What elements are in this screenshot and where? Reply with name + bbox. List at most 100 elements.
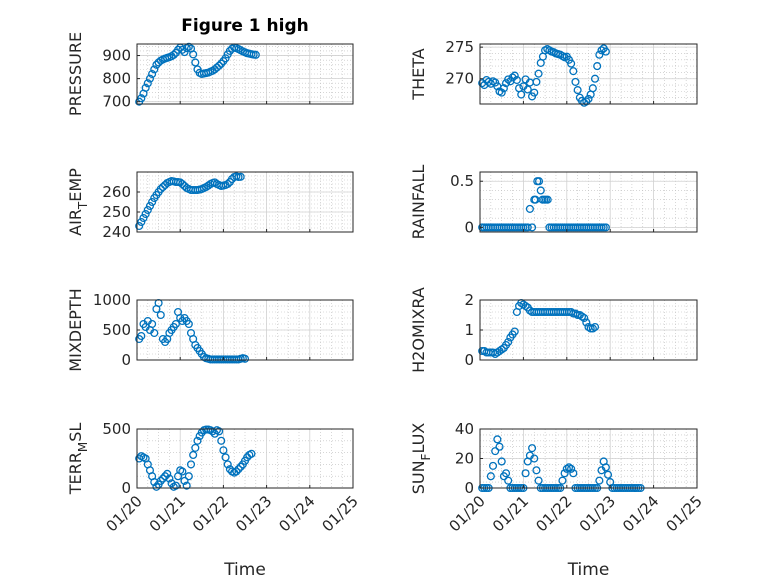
subplot-8: 0 20 40 01/20 01/21 01/22 01/23 01/24 01/25 Time S… [409, 420, 706, 580]
y-tick-label: 900 [102, 47, 131, 65]
data-point [139, 213, 148, 223]
data-point [210, 178, 219, 187]
data-point [510, 71, 519, 80]
figure-title: Figure 1 high [181, 16, 309, 36]
y-axis-label-main: TERR [66, 452, 85, 495]
data-point [184, 42, 193, 51]
y-tick-label: 1 [464, 321, 474, 339]
data-point [573, 86, 582, 95]
data-point [178, 179, 187, 189]
data-point [180, 48, 189, 57]
data-point [251, 50, 260, 59]
y-tick-label: 800 [102, 70, 131, 88]
y-tick-label: 240 [102, 223, 131, 241]
data-point [182, 481, 191, 490]
y-tick-label: 1000 [93, 291, 131, 309]
data-point [152, 482, 161, 491]
data-point [143, 79, 152, 88]
data-point [603, 470, 613, 479]
y-axis-label: TERRMSL [66, 423, 90, 496]
data-point [534, 177, 544, 186]
data-point [165, 474, 174, 483]
axes-box [136, 171, 354, 233]
y-tick-label: 700 [102, 93, 131, 111]
y-axis-label-subscript: T [76, 201, 90, 210]
data-point [148, 319, 157, 329]
data-point [156, 184, 165, 194]
data-point [486, 472, 495, 481]
y-axis-label-tail: LUX [409, 423, 428, 454]
y-tick-label: 500 [102, 420, 131, 438]
x-tick-label: 01/20 [446, 492, 489, 535]
data-point [189, 50, 198, 59]
data-point [141, 83, 150, 92]
data-point [232, 467, 241, 476]
data-point [536, 186, 545, 195]
y-axis-label: H2OMIXRA [409, 287, 428, 373]
data-point [223, 179, 232, 189]
data-point [240, 354, 250, 363]
data-point [525, 204, 534, 213]
data-point [588, 84, 597, 93]
data-point [236, 462, 245, 471]
data-point [234, 465, 243, 474]
data-point [558, 476, 567, 485]
y-tick-label: 20 [455, 450, 474, 468]
data-point [186, 460, 196, 469]
y-axis-label: PRESSURE [66, 32, 85, 116]
data-point [590, 74, 600, 83]
data-point [150, 328, 159, 338]
data-point [521, 301, 530, 311]
data-point [145, 201, 155, 211]
data-point [523, 85, 532, 94]
data-point [595, 476, 604, 485]
data-point [491, 447, 500, 456]
data-point [163, 469, 172, 478]
y-tick-label: 270 [445, 70, 474, 88]
y-axis-label-main: MIXDEPTH [66, 288, 85, 371]
y-axis-label-main: RAINFALL [409, 165, 428, 240]
data-point [215, 61, 224, 70]
data-point [148, 69, 157, 79]
subplot-3: 240 250 260 AIRTEMP [66, 168, 354, 241]
data-point [597, 46, 606, 55]
data-point [217, 436, 226, 445]
data-point [530, 454, 539, 463]
data-point [528, 223, 537, 232]
subplot-4: 0 0.5 RAINFALL [409, 165, 698, 240]
data-point [221, 54, 230, 63]
axes-box [479, 171, 698, 233]
data-point [156, 476, 165, 485]
data-point [567, 59, 576, 68]
y-tick-label: 0 [121, 351, 131, 369]
data-point [601, 47, 610, 56]
data-point [532, 77, 541, 86]
axes-background [137, 429, 353, 488]
data-point [571, 77, 580, 86]
data-point [215, 427, 224, 436]
data-point [510, 327, 519, 336]
data-point [528, 444, 537, 453]
data-point [143, 205, 152, 215]
x-tick-label: 01/23 [576, 492, 619, 535]
data-point [488, 461, 498, 470]
y-axis-label: AIRTEMP [66, 168, 90, 236]
y-tick-label: 0 [464, 218, 474, 236]
data-point [221, 453, 230, 462]
data-point [145, 74, 155, 83]
data-point [588, 324, 597, 333]
data-point [521, 469, 530, 478]
data-point [495, 442, 504, 451]
data-point [169, 50, 178, 59]
data-point [560, 469, 569, 478]
data-point [512, 75, 521, 85]
data-point [571, 309, 580, 318]
x-tick-label: 01/24 [275, 492, 318, 535]
y-axis-label: THETA [409, 48, 428, 100]
axes-box [136, 43, 354, 105]
data-point [593, 62, 602, 71]
subplot-2: 270 275 THETA [409, 38, 698, 107]
y-axis-label-tail: EMP [66, 168, 85, 202]
data-point [497, 345, 506, 354]
